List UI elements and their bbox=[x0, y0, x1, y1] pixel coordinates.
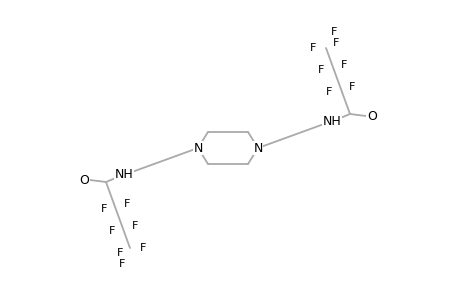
Text: F: F bbox=[140, 243, 146, 253]
Text: F: F bbox=[340, 60, 347, 70]
Text: F: F bbox=[117, 248, 123, 258]
Text: O: O bbox=[79, 173, 89, 187]
Text: F: F bbox=[123, 199, 130, 209]
Text: F: F bbox=[309, 43, 315, 53]
Text: F: F bbox=[118, 259, 125, 269]
Text: F: F bbox=[132, 221, 138, 231]
Text: N: N bbox=[253, 142, 262, 154]
Text: F: F bbox=[101, 204, 107, 214]
Text: F: F bbox=[325, 87, 331, 97]
Text: N: N bbox=[193, 142, 202, 154]
Text: O: O bbox=[366, 110, 376, 122]
Text: F: F bbox=[109, 226, 115, 236]
Text: F: F bbox=[317, 65, 324, 75]
Text: NH: NH bbox=[114, 169, 133, 182]
Text: F: F bbox=[330, 27, 336, 37]
Text: NH: NH bbox=[322, 115, 341, 128]
Text: F: F bbox=[348, 82, 354, 92]
Text: F: F bbox=[332, 38, 338, 48]
